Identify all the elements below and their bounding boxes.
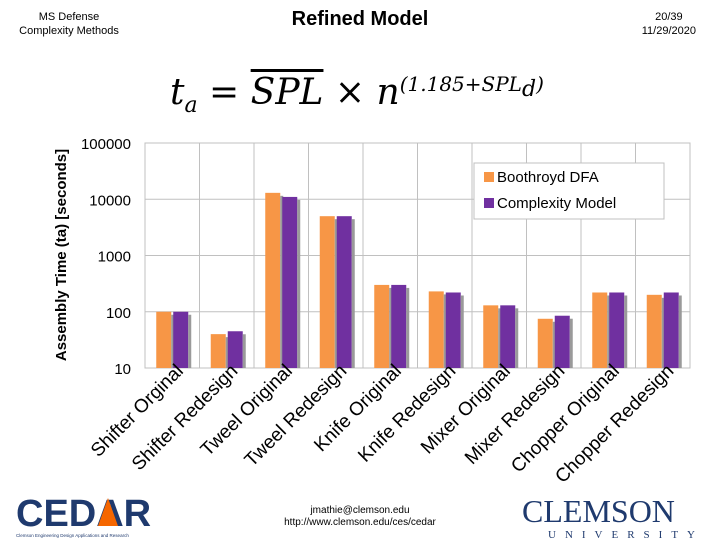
bar-complexity bbox=[282, 196, 298, 368]
bar-complexity bbox=[445, 292, 461, 368]
bar-shadow bbox=[171, 314, 175, 368]
bar-complexity bbox=[336, 216, 352, 368]
bar-boothroyd bbox=[646, 294, 662, 368]
legend-box bbox=[473, 162, 665, 220]
clemson-logo: CLEMSON UNIVERSITY bbox=[520, 492, 710, 545]
legend-swatch bbox=[484, 172, 494, 182]
bar-shadow bbox=[443, 294, 447, 368]
bar-boothroyd bbox=[592, 292, 608, 368]
bar-shadow bbox=[406, 287, 410, 368]
formula-exponent-close: ) bbox=[536, 72, 544, 96]
clemson-logo-sub: UNIVERSITY bbox=[548, 529, 704, 540]
bar-shadow bbox=[498, 308, 502, 368]
formula-times-n: × n bbox=[323, 72, 400, 113]
bar-boothroyd bbox=[265, 192, 281, 368]
bar-complexity bbox=[500, 305, 516, 368]
assembly-time-formula: ta = SPL × n(1.185+SPLd) bbox=[170, 72, 544, 118]
slide-title: Refined Model bbox=[291, 8, 429, 30]
bar-shadow bbox=[334, 219, 338, 368]
bar-shadow bbox=[280, 195, 284, 368]
bar-complexity bbox=[391, 284, 407, 368]
slide-date: 11/29/2020 bbox=[641, 25, 696, 37]
formula-spl: SPL bbox=[250, 72, 324, 113]
formula-eq: = bbox=[197, 72, 251, 113]
course-label-line1: MS Defense bbox=[38, 11, 100, 23]
bar-boothroyd bbox=[428, 291, 444, 368]
bar-shadow bbox=[225, 337, 229, 368]
y-tick-label: 100 bbox=[106, 305, 131, 322]
contact-info: jmathie@clemson.edu http://www.clemson.e… bbox=[240, 505, 480, 529]
cedar-logo-mark bbox=[98, 498, 118, 526]
bar-complexity bbox=[173, 311, 189, 368]
y-tick-label: 10 bbox=[114, 361, 131, 378]
bar-shadow bbox=[661, 297, 665, 368]
bar-shadow bbox=[242, 334, 246, 368]
bar-boothroyd bbox=[537, 318, 553, 368]
bar-shadow bbox=[460, 295, 464, 368]
formula-exponent: (1.185+SPL bbox=[399, 72, 522, 96]
y-tick-label: 1000 bbox=[98, 249, 131, 266]
bar-shadow bbox=[569, 318, 573, 368]
cedar-logo: CEDAR Clemson Engineering Design Applica… bbox=[16, 492, 166, 545]
contact-email: jmathie@clemson.edu bbox=[310, 505, 410, 516]
clemson-logo-text: CLEMSON bbox=[522, 493, 675, 529]
bar-shadow bbox=[351, 219, 355, 368]
assembly-time-chart: 10 100 1000 10000 100000 Assembly Time (ta) [… bbox=[53, 136, 691, 488]
cedar-logo-text: CEDAR bbox=[16, 493, 151, 535]
slide-meta: 20/39 11/29/2020 bbox=[642, 10, 696, 38]
bar-shadow bbox=[297, 199, 301, 368]
bar-complexity bbox=[609, 292, 625, 368]
bar-boothroyd bbox=[483, 305, 499, 368]
y-axis-label: Assembly Time (ta) [seconds] bbox=[53, 149, 70, 361]
category-label: Shifter Orginal bbox=[87, 361, 188, 462]
legend-label: Boothroyd DFA bbox=[497, 169, 599, 186]
bar-complexity bbox=[554, 315, 570, 368]
legend-swatch bbox=[484, 198, 494, 208]
bar-boothroyd bbox=[374, 284, 390, 368]
y-tick-label: 10000 bbox=[89, 192, 131, 209]
bar-complexity bbox=[663, 292, 679, 368]
bar-boothroyd bbox=[156, 311, 172, 368]
bar-complexity bbox=[227, 331, 243, 368]
course-label-line2: Complexity Methods bbox=[19, 25, 119, 37]
bar-shadow bbox=[624, 295, 628, 368]
bar-shadow bbox=[607, 295, 611, 368]
formula-lhs-sub: a bbox=[184, 93, 198, 119]
bar-shadow bbox=[389, 287, 393, 368]
bar-boothroyd bbox=[210, 334, 226, 368]
course-label: MS Defense Complexity Methods bbox=[4, 10, 134, 38]
bar-shadow bbox=[678, 295, 682, 368]
category-label: Knife Redesign bbox=[354, 361, 460, 467]
contact-url: http://www.clemson.edu/ces/cedar bbox=[284, 517, 436, 528]
y-tick-label: 100000 bbox=[81, 136, 131, 153]
bar-shadow bbox=[552, 321, 556, 368]
category-label: Mixer Redesign bbox=[461, 361, 569, 469]
formula-lhs: t bbox=[170, 72, 185, 113]
legend-label: Complexity Model bbox=[497, 195, 616, 212]
cedar-tagline: Clemson Engineering Design Applications … bbox=[16, 533, 129, 538]
bar-shadow bbox=[188, 314, 192, 368]
bar-shadow bbox=[515, 308, 519, 368]
bar-boothroyd bbox=[319, 216, 335, 368]
formula-exponent-sub: d bbox=[521, 77, 537, 102]
slide-number: 20/39 bbox=[655, 11, 683, 23]
